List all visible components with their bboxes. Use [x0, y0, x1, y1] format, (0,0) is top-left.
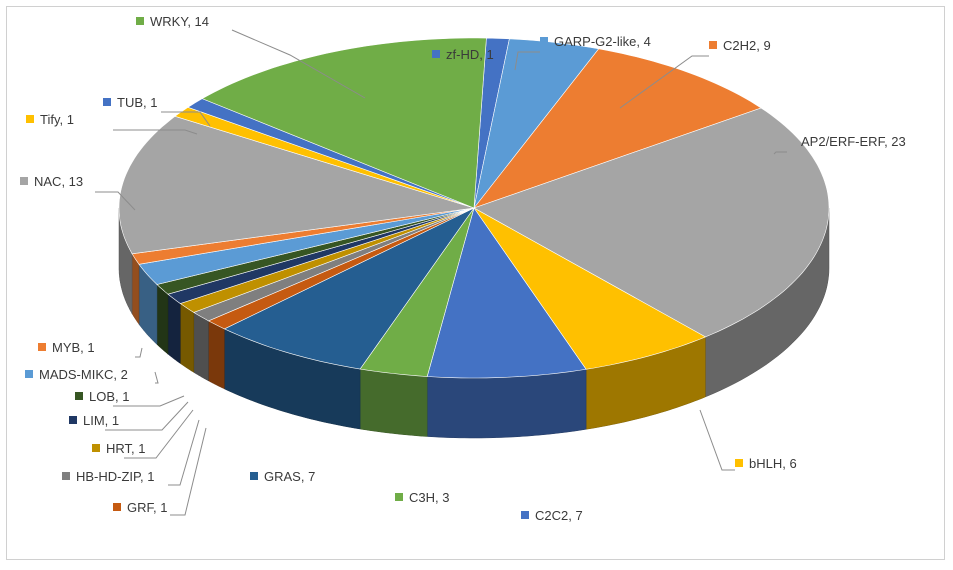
slice-mads-mikc: [138, 207, 475, 285]
slice-side-myb: [131, 252, 140, 325]
leader-line-bhlh: [699, 409, 735, 471]
data-label-lim: LIM, 1: [83, 413, 119, 428]
label-swatch-c2c2: [521, 511, 529, 519]
data-label-myb: MYB, 1: [52, 340, 95, 355]
leader-line-hb-hd-zip: [168, 419, 200, 486]
label-swatch-lob: [75, 392, 83, 400]
data-label-lob: LOB, 1: [89, 389, 129, 404]
slice-side-hrt: [180, 303, 195, 373]
label-swatch-gras: [250, 472, 258, 480]
data-label-gras: GRAS, 7: [264, 469, 315, 484]
slice-wrky: [201, 37, 487, 209]
data-label-hb-hd-zip: HB-HD-ZIP, 1: [76, 469, 155, 484]
data-label-tify: Tify, 1: [40, 112, 74, 127]
data-label-bhlh: bHLH, 6: [749, 456, 797, 471]
leader-line-grf: [170, 427, 207, 516]
leader-line-hrt: [124, 409, 194, 459]
slice-garp-g2-like: [473, 38, 600, 209]
leader-line-tify: [113, 129, 198, 135]
label-swatch-wrky: [136, 17, 144, 25]
leader-line-mads-mikc: [154, 371, 159, 384]
slice-side-grf: [208, 320, 225, 390]
data-label-hrt: HRT, 1: [106, 441, 146, 456]
label-swatch-bhlh: [735, 459, 743, 467]
leader-line-lob: [113, 395, 185, 407]
leader-line-tub: [161, 111, 211, 127]
data-labels: zf-HD, 1 GARP-G2-like, 4 C2H2, 9 AP2/ERF-ER…: [20, 14, 906, 523]
label-swatch-grf: [113, 503, 121, 511]
data-label-ap2-erf-erf: AP2/ERF-ERF, 23: [801, 134, 906, 149]
leader-line-garp-g2-like: [514, 51, 540, 71]
data-label-grf: GRF, 1: [127, 500, 167, 515]
data-label-tub: TUB, 1: [117, 95, 157, 110]
data-label-nac: NAC, 13: [34, 174, 83, 189]
leader-line-ap2-erf-erf: [773, 151, 787, 155]
pie-slices: [118, 37, 830, 379]
data-label-c2c2: C2C2, 7: [535, 508, 583, 523]
slice-side-lim: [167, 293, 181, 364]
leader-lines: [95, 29, 787, 516]
leader-line-nac: [95, 191, 136, 211]
pie-3d-sides: [118, 207, 830, 439]
slice-side-hb-hd-zip: [193, 311, 209, 382]
leader-line-lim: [105, 401, 189, 431]
data-label-c2h2: C2H2, 9: [723, 38, 771, 53]
label-swatch-c3h: [395, 493, 403, 501]
data-label-wrky: WRKY, 14: [150, 14, 209, 29]
label-swatch-myb: [38, 343, 46, 351]
slice-nac: [118, 115, 475, 255]
label-swatch-lim: [69, 416, 77, 424]
slice-ap2-erf-erf: [473, 107, 830, 338]
slice-side-c3h: [359, 368, 428, 437]
slice-side-c2c2: [426, 369, 587, 439]
label-swatch-hb-hd-zip: [62, 472, 70, 480]
data-label-garp-g2-like: GARP-G2-like, 4: [554, 34, 651, 49]
data-label-c3h: C3H, 3: [409, 490, 449, 505]
slice-side-lob: [156, 283, 169, 355]
slice-gras: [223, 207, 475, 370]
label-swatch-mads-mikc: [25, 370, 33, 378]
leader-line-myb: [135, 347, 143, 358]
slice-bhlh: [473, 207, 707, 370]
label-swatch-hrt: [92, 444, 100, 452]
label-swatch-zf-hd: [432, 50, 440, 58]
data-label-zf-hd: zf-HD, 1: [446, 47, 494, 62]
label-swatch-tub: [103, 98, 111, 106]
slice-c2h2: [473, 48, 762, 209]
label-swatch-tify: [26, 115, 34, 123]
label-swatch-garp-g2-like: [540, 37, 548, 45]
label-swatch-c2h2: [709, 41, 717, 49]
leader-line-c2h2: [619, 55, 709, 109]
label-swatch-ap2-erf-erf: [787, 137, 795, 145]
data-label-mads-mikc: MADS-MIKC, 2: [39, 367, 128, 382]
leader-line-wrky: [231, 29, 366, 99]
slice-c3h: [359, 207, 475, 377]
slice-c2c2: [426, 207, 587, 379]
label-swatch-nac: [20, 177, 28, 185]
